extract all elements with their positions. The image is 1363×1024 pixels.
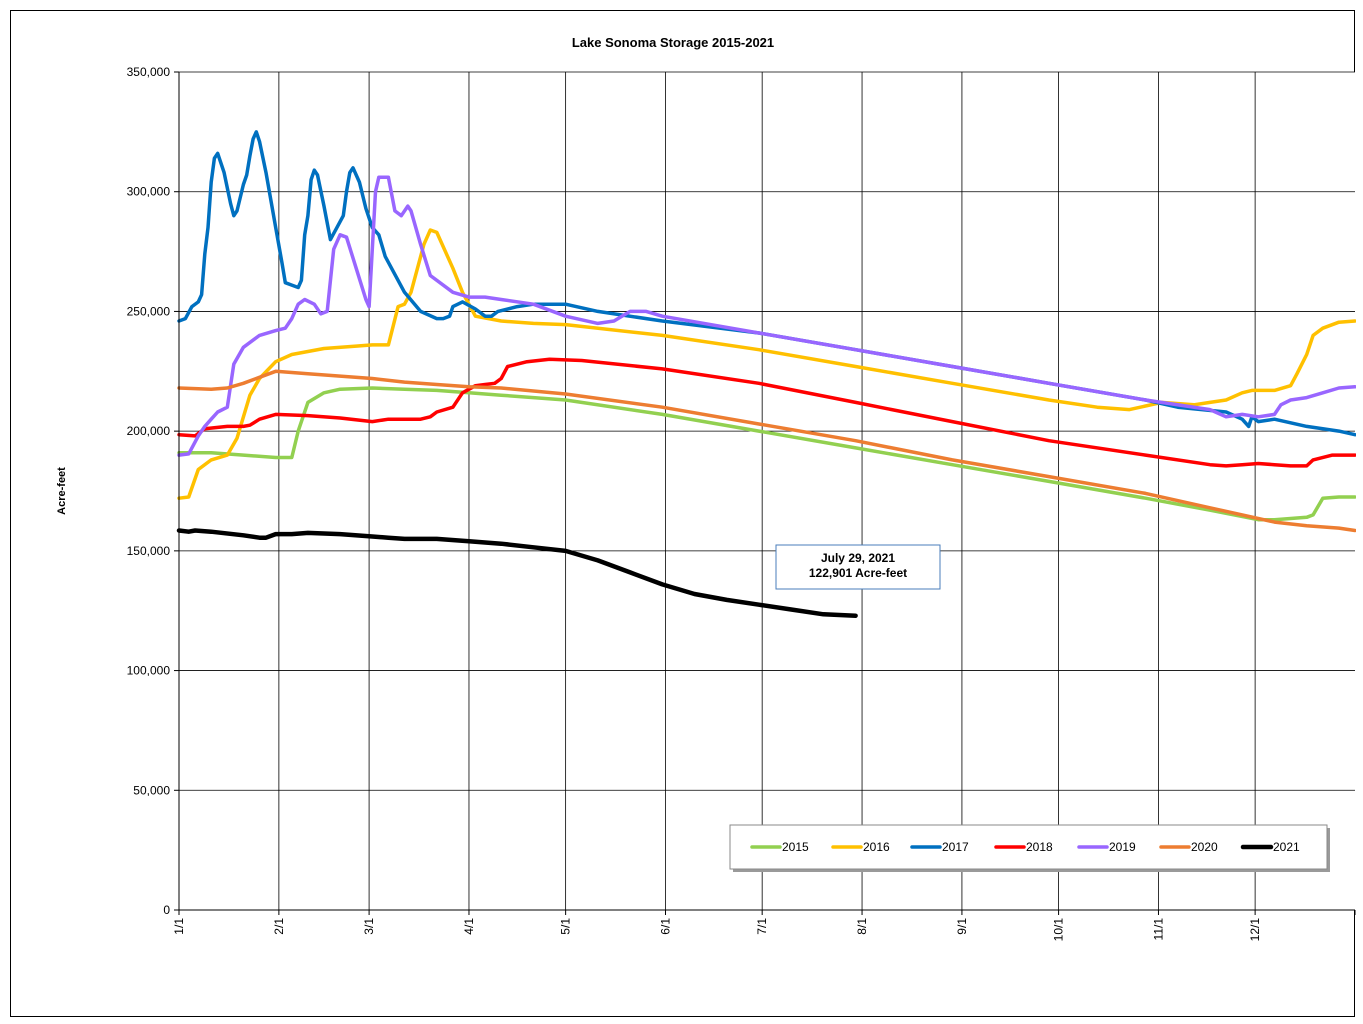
x-tick-label: 5/1 — [559, 918, 573, 935]
y-tick-label: 100,000 — [127, 664, 171, 678]
y-tick-label: 250,000 — [127, 304, 171, 318]
x-tick-label: 3/1 — [362, 918, 376, 935]
x-tick-label: 1/1 — [172, 918, 186, 935]
annotation-line: 122,901 Acre-feet — [809, 566, 907, 580]
series-lines — [176, 130, 1356, 618]
annotation-line: July 29, 2021 — [821, 551, 895, 565]
series-line-2018 — [177, 357, 1356, 468]
legend-label-2018: 2018 — [1026, 840, 1053, 854]
legend-label-2021: 2021 — [1273, 840, 1300, 854]
legend-label-2020: 2020 — [1191, 840, 1218, 854]
plot-area — [179, 72, 1355, 910]
legend-label-2017: 2017 — [942, 840, 969, 854]
x-tick-label: 6/1 — [659, 918, 673, 935]
legend-label-2016: 2016 — [863, 840, 890, 854]
series-line-2016 — [177, 228, 1356, 500]
chart-frame: 0 50,000 100,000 150,000 200,000 250,000 300,0… — [10, 10, 1356, 1017]
legend: 2015 2016 2017 2018 2019 2020 2021 — [729, 824, 1330, 872]
y-tick-label: 300,000 — [127, 185, 171, 199]
x-tick-label: 12/1 — [1248, 918, 1262, 942]
series-line-2020 — [177, 369, 1356, 533]
axes: 0 50,000 100,000 150,000 200,000 250,000 300,0… — [127, 65, 1356, 942]
x-tick-label: 10/1 — [1052, 918, 1066, 942]
y-tick-label: 50,000 — [133, 783, 170, 797]
series-line-2019 — [177, 175, 1356, 457]
y-axis-label: Acre-feet — [56, 467, 68, 515]
series-line-2021 — [176, 528, 858, 618]
legend-label-2019: 2019 — [1109, 840, 1136, 854]
annotation-box — [775, 544, 941, 590]
legend-box — [729, 824, 1328, 870]
line-chart: 0 50,000 100,000 150,000 200,000 250,000 300,0… — [56, 35, 1356, 942]
y-tick-label: 0 — [163, 903, 170, 917]
y-tick-label: 200,000 — [127, 424, 171, 438]
x-tick-label: 2/1 — [272, 918, 286, 935]
x-tick-label: 8/1 — [855, 918, 869, 935]
legend-label-2015: 2015 — [782, 840, 809, 854]
x-tick-label: 4/1 — [462, 918, 476, 935]
series-line-2015 — [177, 386, 1356, 522]
y-tick-label: 150,000 — [127, 544, 171, 558]
x-tick-label: 11/1 — [1151, 918, 1165, 941]
x-tick-label: 9/1 — [955, 918, 969, 935]
y-tick-label: 350,000 — [127, 65, 171, 79]
chart-title: Lake Sonoma Storage 2015-2021 — [572, 35, 774, 50]
x-tick-label: 7/1 — [755, 918, 769, 935]
